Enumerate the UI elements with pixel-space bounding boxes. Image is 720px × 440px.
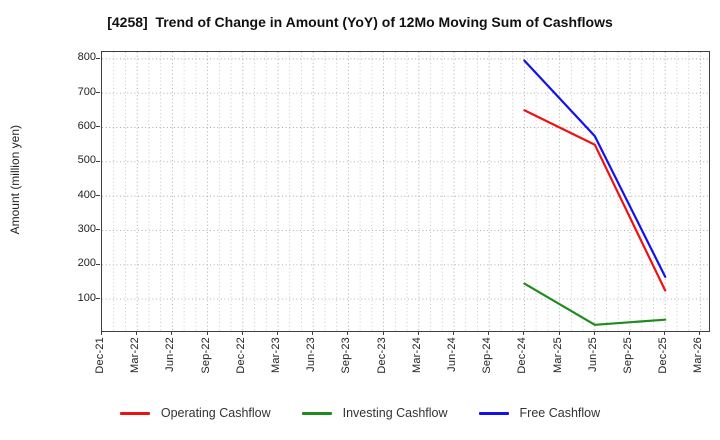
x-tick-label: Jun-22 [164,337,177,372]
x-tick-mark [206,331,208,335]
y-tick-label: 800 [77,51,96,64]
legend-line-swatch-investing [301,411,332,415]
y-tick-label: 300 [77,222,96,235]
y-axis-label: Amount (million yen) [8,125,22,235]
x-tick-label: Mar-22 [129,337,142,374]
y-tick-label: 700 [77,85,96,98]
x-tick-mark [488,331,490,335]
series-line-operating-cashflow [523,109,667,292]
y-tick-mark [96,57,100,59]
x-tick-label: Mar-25 [551,337,564,374]
plot-canvas [102,52,709,331]
x-tick-label: Jun-23 [305,337,318,372]
legend-item-free-cashflow: Free Cashflow [478,406,601,420]
y-tick-label: 400 [77,188,96,201]
legend-label-free: Free Cashflow [519,406,601,420]
legend-line-swatch-operating [119,411,150,415]
x-tick-label: Sep-24 [481,337,494,374]
y-tick-mark [96,160,100,162]
x-tick-mark [277,331,278,335]
y-tick-mark [96,229,100,231]
legend-label-operating: Operating Cashflow [160,406,271,420]
x-tick-mark [664,331,666,335]
y-tick-mark [96,263,100,265]
x-tick-mark [699,331,701,335]
y-tick-label: 200 [77,257,96,270]
x-tick-mark [593,331,595,335]
y-tick-mark [96,298,100,300]
x-tick-label: Sep-22 [199,337,212,374]
series-line-investing-cashflow [523,282,667,326]
x-tick-mark [558,331,560,335]
x-tick-label: Dec-24 [516,337,529,374]
x-tick-mark [312,331,314,335]
x-tick-mark [101,331,102,335]
legend-line-swatch-free [478,411,509,415]
x-tick-label: Sep-23 [340,337,353,374]
x-tick-label: Dec-21 [94,337,106,374]
y-tick-mark [96,126,100,128]
x-tick-label: Jun-25 [586,337,599,372]
x-tick-mark [382,331,384,335]
y-tick-mark [96,92,100,94]
x-tick-label: Dec-23 [375,337,388,374]
x-tick-mark [347,331,349,335]
legend-item-investing-cashflow: Investing Cashflow [301,406,448,420]
x-tick-mark [136,331,138,335]
legend: Operating Cashflow Investing Cashflow Fr… [0,406,720,420]
x-tick-label: Dec-25 [657,337,670,374]
plot-area [101,51,710,332]
x-tick-label: Jun-24 [446,337,458,372]
x-tick-mark [171,331,173,335]
y-tick-label: 500 [77,154,96,167]
chart-title: [4258] Trend of Change in Amount (YoY) o… [107,14,613,30]
x-tick-mark [453,331,454,335]
x-tick-mark [417,331,419,335]
legend-item-operating-cashflow: Operating Cashflow [119,406,271,420]
series-line-free-cashflow [523,59,667,278]
y-tick-label: 100 [77,291,96,304]
legend-label-investing: Investing Cashflow [342,406,448,420]
x-tick-label: Dec-22 [234,337,247,374]
x-tick-label: Mar-24 [410,337,423,374]
y-tick-mark [96,195,100,197]
x-tick-label: Mar-23 [270,337,282,374]
x-tick-label: Sep-25 [622,337,634,374]
x-tick-mark [523,331,525,335]
x-tick-label: Mar-26 [692,337,705,374]
x-tick-mark [629,331,630,335]
x-tick-mark [241,331,243,335]
y-tick-label: 600 [77,119,96,132]
